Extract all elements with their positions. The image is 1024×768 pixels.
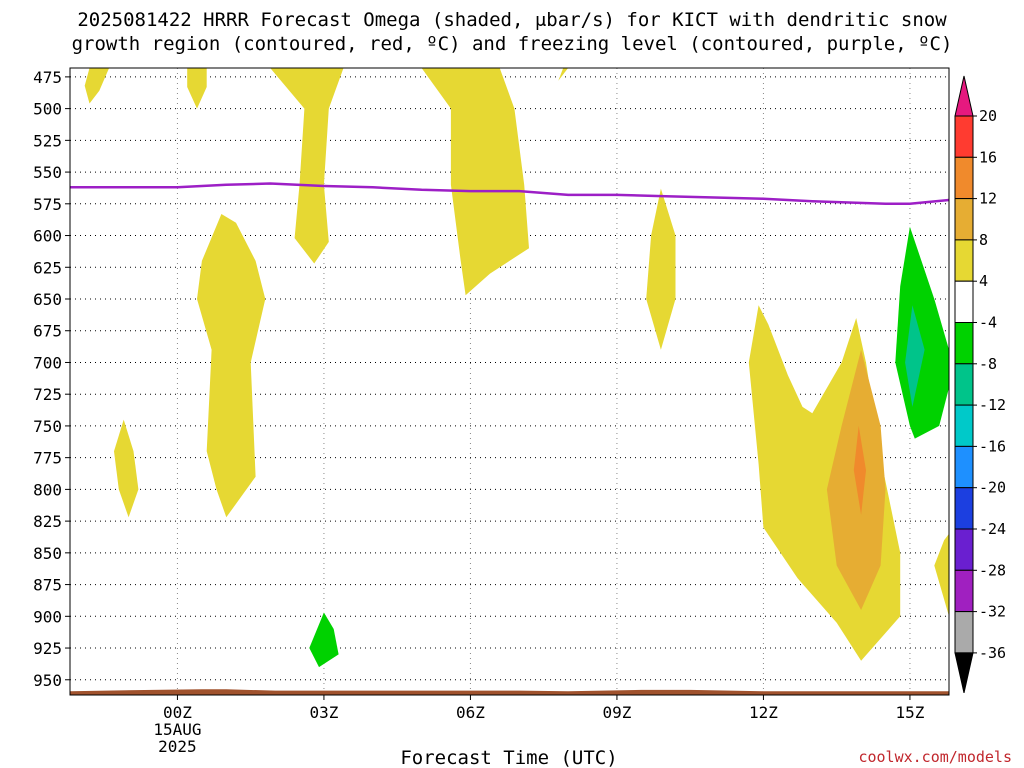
title-line-1: 2025081422 HRRR Forecast Omega (shaded, … — [77, 9, 947, 31]
y-tick-label: 600 — [33, 227, 62, 246]
colorbar-bin — [954, 611, 974, 654]
y-tick-label: 700 — [33, 353, 62, 372]
y-tick-label: 575 — [33, 195, 62, 214]
colorbar-label: -16 — [979, 437, 1006, 455]
colorbar-label: 12 — [979, 190, 997, 208]
chart-title: 2025081422 HRRR Forecast Omega (shaded, … — [0, 8, 1024, 56]
omega-region — [895, 226, 949, 439]
colorbar-label: -4 — [979, 314, 997, 332]
x-tick-label: 15Z — [895, 703, 924, 722]
y-tick-label: 475 — [33, 68, 62, 87]
colorbar-label: -32 — [979, 603, 1006, 621]
y-tick-label: 800 — [33, 480, 62, 499]
omega-region — [187, 68, 207, 109]
colorbar-bin — [954, 487, 974, 530]
omega-region — [309, 612, 339, 668]
y-tick-label: 925 — [33, 639, 62, 658]
colorbar-label: -20 — [979, 479, 1006, 497]
x-tick-label: 00Z — [163, 703, 192, 722]
colorbar-label: 8 — [979, 231, 988, 249]
colorbar-bin — [954, 239, 974, 282]
colorbar-bin — [954, 322, 974, 365]
colorbar-label: -8 — [979, 355, 997, 373]
y-tick-label: 725 — [33, 385, 62, 404]
omega-region — [84, 68, 110, 104]
colorbar-bottom-arrow — [954, 652, 974, 694]
y-tick-label: 525 — [33, 131, 62, 150]
colorbar-bin — [954, 115, 974, 158]
y-tick-label: 950 — [33, 671, 62, 690]
colorbar-bin — [954, 569, 974, 613]
omega-region — [905, 305, 925, 407]
colorbar-bin — [954, 404, 974, 447]
colorbar-label: 16 — [979, 148, 997, 166]
y-tick-label: 875 — [33, 576, 62, 595]
colorbar-bin — [954, 528, 974, 571]
y-tick-label: 625 — [33, 258, 62, 277]
x-axis-label: Forecast Time (UTC) — [400, 747, 617, 768]
omega-region — [421, 68, 529, 296]
colorbar-label: -12 — [979, 396, 1006, 414]
x-tick-label: 15AUG — [153, 720, 201, 739]
y-tick-label: 850 — [33, 544, 62, 563]
y-tick-label: 675 — [33, 322, 62, 341]
x-tick-label: 06Z — [456, 703, 485, 722]
colorbar-bin — [954, 445, 974, 489]
colorbar-label: -28 — [979, 561, 1006, 579]
x-tick-label: 03Z — [309, 703, 338, 722]
omega-region — [270, 68, 344, 264]
colorbar-label: -36 — [979, 644, 1006, 662]
omega-region — [197, 214, 266, 518]
x-tick-label: 2025 — [158, 737, 197, 756]
colorbar-label: 20 — [979, 107, 997, 125]
plot-frame — [69, 67, 950, 696]
y-tick-label: 750 — [33, 417, 62, 436]
terrain — [70, 689, 949, 695]
colorbar-bin — [954, 198, 974, 241]
y-tick-label: 825 — [33, 512, 62, 531]
y-tick-label: 775 — [33, 449, 62, 468]
colorbar-bin — [954, 156, 974, 200]
y-tick-label: 650 — [33, 290, 62, 309]
x-tick-label: 09Z — [602, 703, 631, 722]
omega-shading — [84, 68, 949, 668]
omega-region — [558, 68, 569, 81]
omega-region — [934, 533, 949, 617]
y-tick-label: 500 — [33, 100, 62, 119]
credit-link[interactable]: coolwx.com/models — [858, 748, 1012, 766]
freezing-level-line — [70, 182, 949, 206]
colorbar-bin — [954, 363, 974, 406]
y-tick-label: 900 — [33, 607, 62, 626]
colorbar: 20 16 12 8 4 -4 -8 -12 -16 -20 -24 -28 -32 -36 — [954, 75, 1006, 694]
terrain-band — [70, 689, 949, 695]
colorbar-label: 4 — [979, 272, 988, 290]
x-tick-label: 12Z — [749, 703, 778, 722]
y-tick-label: 550 — [33, 163, 62, 182]
colorbar-top-arrow — [954, 75, 974, 117]
omega-region — [853, 425, 866, 515]
colorbar-bin — [954, 280, 974, 324]
title-line-2: growth region (contoured, red, ºC) and f… — [71, 33, 953, 55]
y-axis: 475 500 525 550 575 600 625 650 675 700 725 750 775 8… — [33, 68, 70, 690]
colorbar-label: -24 — [979, 520, 1006, 538]
freezing-level — [70, 182, 949, 206]
omega-region — [114, 419, 139, 518]
omega-region — [646, 188, 676, 350]
